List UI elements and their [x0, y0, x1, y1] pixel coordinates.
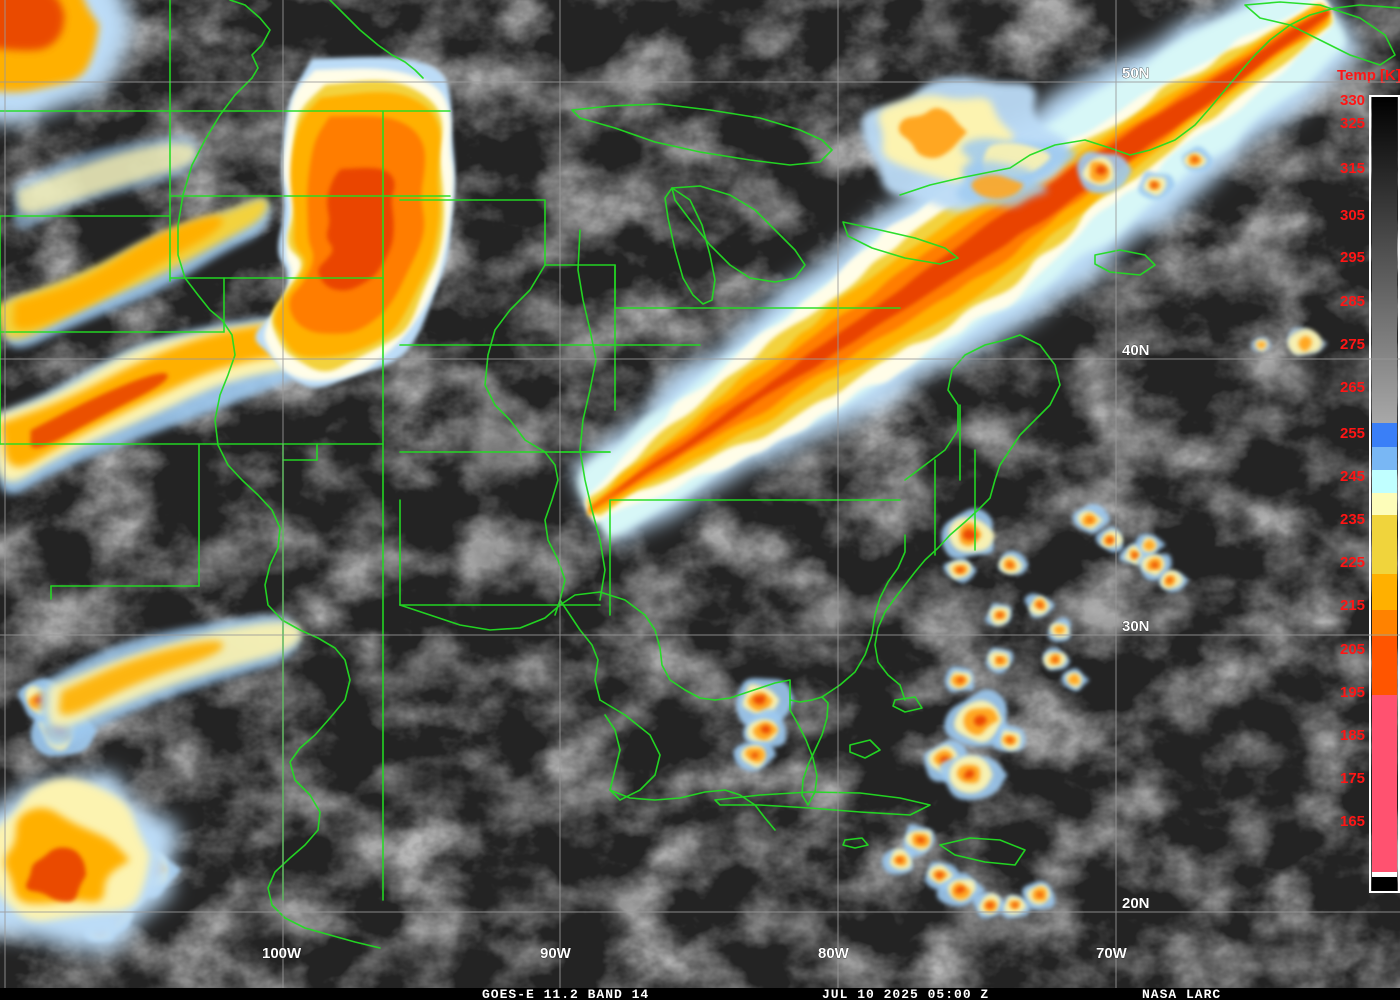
svg-text:GOES-E 11.2 BAND 14: GOES-E 11.2 BAND 14 — [482, 987, 649, 1000]
svg-text:285: 285 — [1340, 293, 1365, 310]
svg-text:90W: 90W — [540, 945, 572, 962]
svg-text:245: 245 — [1340, 468, 1365, 485]
svg-text:30N: 30N — [1122, 618, 1150, 635]
svg-text:JUL 10 2025 05:00 Z: JUL 10 2025 05:00 Z — [822, 987, 989, 1000]
svg-text:295: 295 — [1340, 249, 1365, 266]
svg-text:330: 330 — [1340, 92, 1365, 109]
svg-text:50N: 50N — [1122, 65, 1150, 82]
svg-text:165: 165 — [1340, 813, 1365, 830]
svg-text:80W: 80W — [818, 945, 850, 962]
svg-text:40N: 40N — [1122, 342, 1150, 359]
svg-text:325: 325 — [1340, 115, 1365, 132]
svg-text:175: 175 — [1340, 770, 1365, 787]
svg-text:70W: 70W — [1096, 945, 1128, 962]
svg-text:100W: 100W — [262, 945, 302, 962]
svg-text:225: 225 — [1340, 554, 1365, 571]
svg-text:205: 205 — [1340, 641, 1365, 658]
svg-text:275: 275 — [1340, 336, 1365, 353]
svg-text:195: 195 — [1340, 684, 1365, 701]
svg-text:Temp [K]: Temp [K] — [1337, 67, 1400, 84]
svg-text:305: 305 — [1340, 207, 1365, 224]
svg-text:255: 255 — [1340, 425, 1365, 442]
svg-text:315: 315 — [1340, 160, 1365, 177]
svg-text:NASA LARC: NASA LARC — [1142, 987, 1221, 1000]
svg-text:215: 215 — [1340, 597, 1365, 614]
svg-text:185: 185 — [1340, 727, 1365, 744]
svg-text:235: 235 — [1340, 511, 1365, 528]
svg-text:265: 265 — [1340, 379, 1365, 396]
svg-text:20N: 20N — [1122, 895, 1150, 912]
